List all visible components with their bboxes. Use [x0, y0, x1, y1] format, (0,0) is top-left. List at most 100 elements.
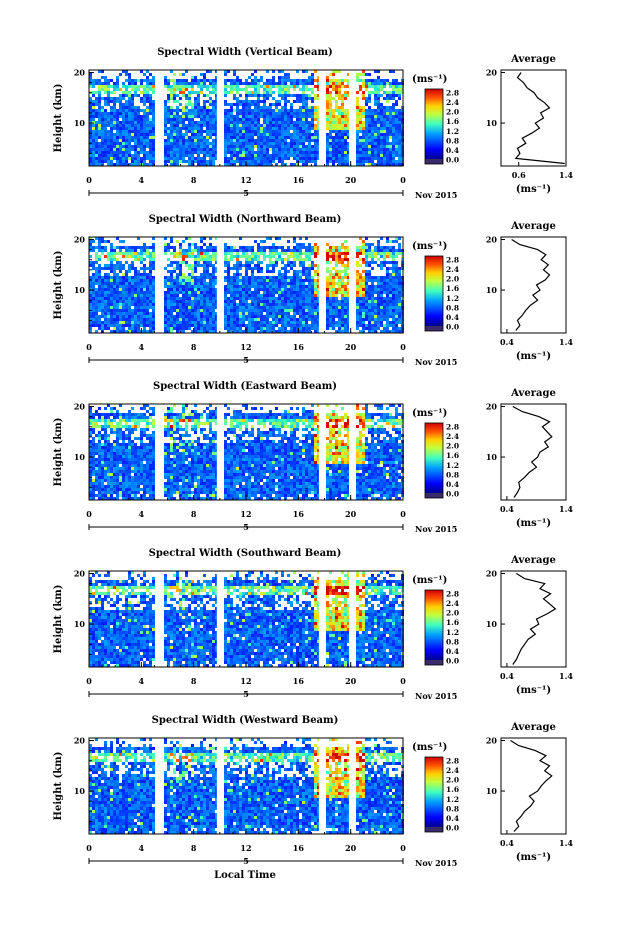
heatmap-cell	[239, 139, 242, 142]
heatmap-cell	[260, 112, 263, 115]
heatmap-cell	[197, 109, 200, 112]
heatmap-cell	[152, 294, 155, 297]
heatmap-cell	[212, 118, 215, 121]
heatmap-cell	[314, 151, 317, 154]
heatmap-cell	[305, 252, 308, 255]
heatmap-cell	[98, 100, 101, 103]
heatmap-cell	[377, 100, 380, 103]
heatmap-cell	[284, 288, 287, 291]
heatmap-cell	[260, 288, 263, 291]
heatmap-cell	[308, 109, 311, 112]
heatmap-cell	[329, 148, 332, 151]
heatmap-cell	[386, 82, 389, 85]
heatmap-cell	[380, 121, 383, 124]
heatmap-cell	[200, 291, 203, 294]
heatmap-cell	[386, 288, 389, 291]
heatmap-cell	[365, 130, 368, 133]
heatmap-cell	[182, 115, 185, 118]
heatmap-cell	[131, 276, 134, 279]
heatmap-cell	[227, 264, 230, 267]
heatmap-cell	[137, 118, 140, 121]
heatmap-cell	[194, 76, 197, 79]
heatmap-cell	[338, 124, 341, 127]
heatmap-cell	[212, 133, 215, 136]
heatmap-cell	[113, 121, 116, 124]
heatmap-cell	[287, 142, 290, 145]
heatmap-cell	[329, 324, 332, 327]
heatmap-cell	[305, 145, 308, 148]
heatmap-cell	[380, 124, 383, 127]
heatmap-cell	[191, 145, 194, 148]
heatmap-cell	[152, 264, 155, 267]
heatmap-cell	[143, 324, 146, 327]
heatmap-cell	[272, 315, 275, 318]
heatmap-cell	[194, 276, 197, 279]
heatmap-cell	[110, 315, 113, 318]
heatmap-cell	[197, 136, 200, 139]
heatmap-cell	[314, 106, 317, 109]
heatmap-cell	[296, 306, 299, 309]
heatmap-cell	[308, 157, 311, 160]
heatmap-cell	[260, 94, 263, 97]
heatmap-cell	[245, 145, 248, 148]
heatmap-cell	[134, 249, 137, 252]
heatmap-cell	[395, 100, 398, 103]
heatmap-cell	[179, 139, 182, 142]
heatmap-cell	[167, 115, 170, 118]
heatmap-cell	[140, 261, 143, 264]
heatmap-cell	[398, 118, 401, 121]
heatmap-cell	[119, 270, 122, 273]
heatmap-cell	[245, 255, 248, 258]
heatmap-cell	[212, 82, 215, 85]
heatmap-cell	[299, 288, 302, 291]
heatmap-cell	[278, 282, 281, 285]
heatmap-cell	[119, 136, 122, 139]
heatmap-cell	[143, 306, 146, 309]
heatmap-cell	[98, 258, 101, 261]
heatmap-cell	[188, 315, 191, 318]
heatmap-cell	[227, 270, 230, 273]
heatmap-cell	[131, 282, 134, 285]
heatmap-cell	[116, 124, 119, 127]
heatmap-cell	[173, 112, 176, 115]
heatmap-cell	[191, 291, 194, 294]
heatmap-cell	[200, 79, 203, 82]
heatmap-cell	[119, 318, 122, 321]
heatmap-cell	[260, 133, 263, 136]
heatmap-cell	[236, 115, 239, 118]
heatmap-cell	[137, 312, 140, 315]
heatmap-cell	[365, 160, 368, 163]
heatmap-cell	[359, 288, 362, 291]
heatmap-cell	[134, 109, 137, 112]
heatmap-cell	[224, 100, 227, 103]
heatmap-cell	[269, 285, 272, 288]
heatmap-cell	[146, 318, 149, 321]
heatmap-cell	[194, 112, 197, 115]
heatmap-cell	[224, 94, 227, 97]
heatmap-cell	[179, 91, 182, 94]
heatmap-cell	[173, 127, 176, 130]
heatmap-cell	[266, 130, 269, 133]
heatmap-cell	[194, 100, 197, 103]
heatmap-cell	[329, 282, 332, 285]
heatmap-cell	[311, 321, 314, 324]
heatmap-cell	[299, 130, 302, 133]
heatmap-cell	[374, 157, 377, 160]
heatmap-cell	[173, 100, 176, 103]
heatmap-cell	[149, 297, 152, 300]
heatmap-cell	[326, 97, 329, 100]
heatmap-cell	[263, 315, 266, 318]
heatmap-cell	[182, 118, 185, 121]
heatmap-cell	[110, 243, 113, 246]
heatmap-cell	[395, 94, 398, 97]
heatmap-cell	[203, 321, 206, 324]
heatmap-cell	[266, 282, 269, 285]
heatmap-cell	[299, 276, 302, 279]
heatmap-cell	[119, 154, 122, 157]
heatmap-cell	[326, 136, 329, 139]
heatmap-cell	[137, 154, 140, 157]
heatmap-cell	[143, 100, 146, 103]
heatmap-cell	[257, 258, 260, 261]
heatmap-cell	[152, 121, 155, 124]
heatmap-cell	[374, 124, 377, 127]
